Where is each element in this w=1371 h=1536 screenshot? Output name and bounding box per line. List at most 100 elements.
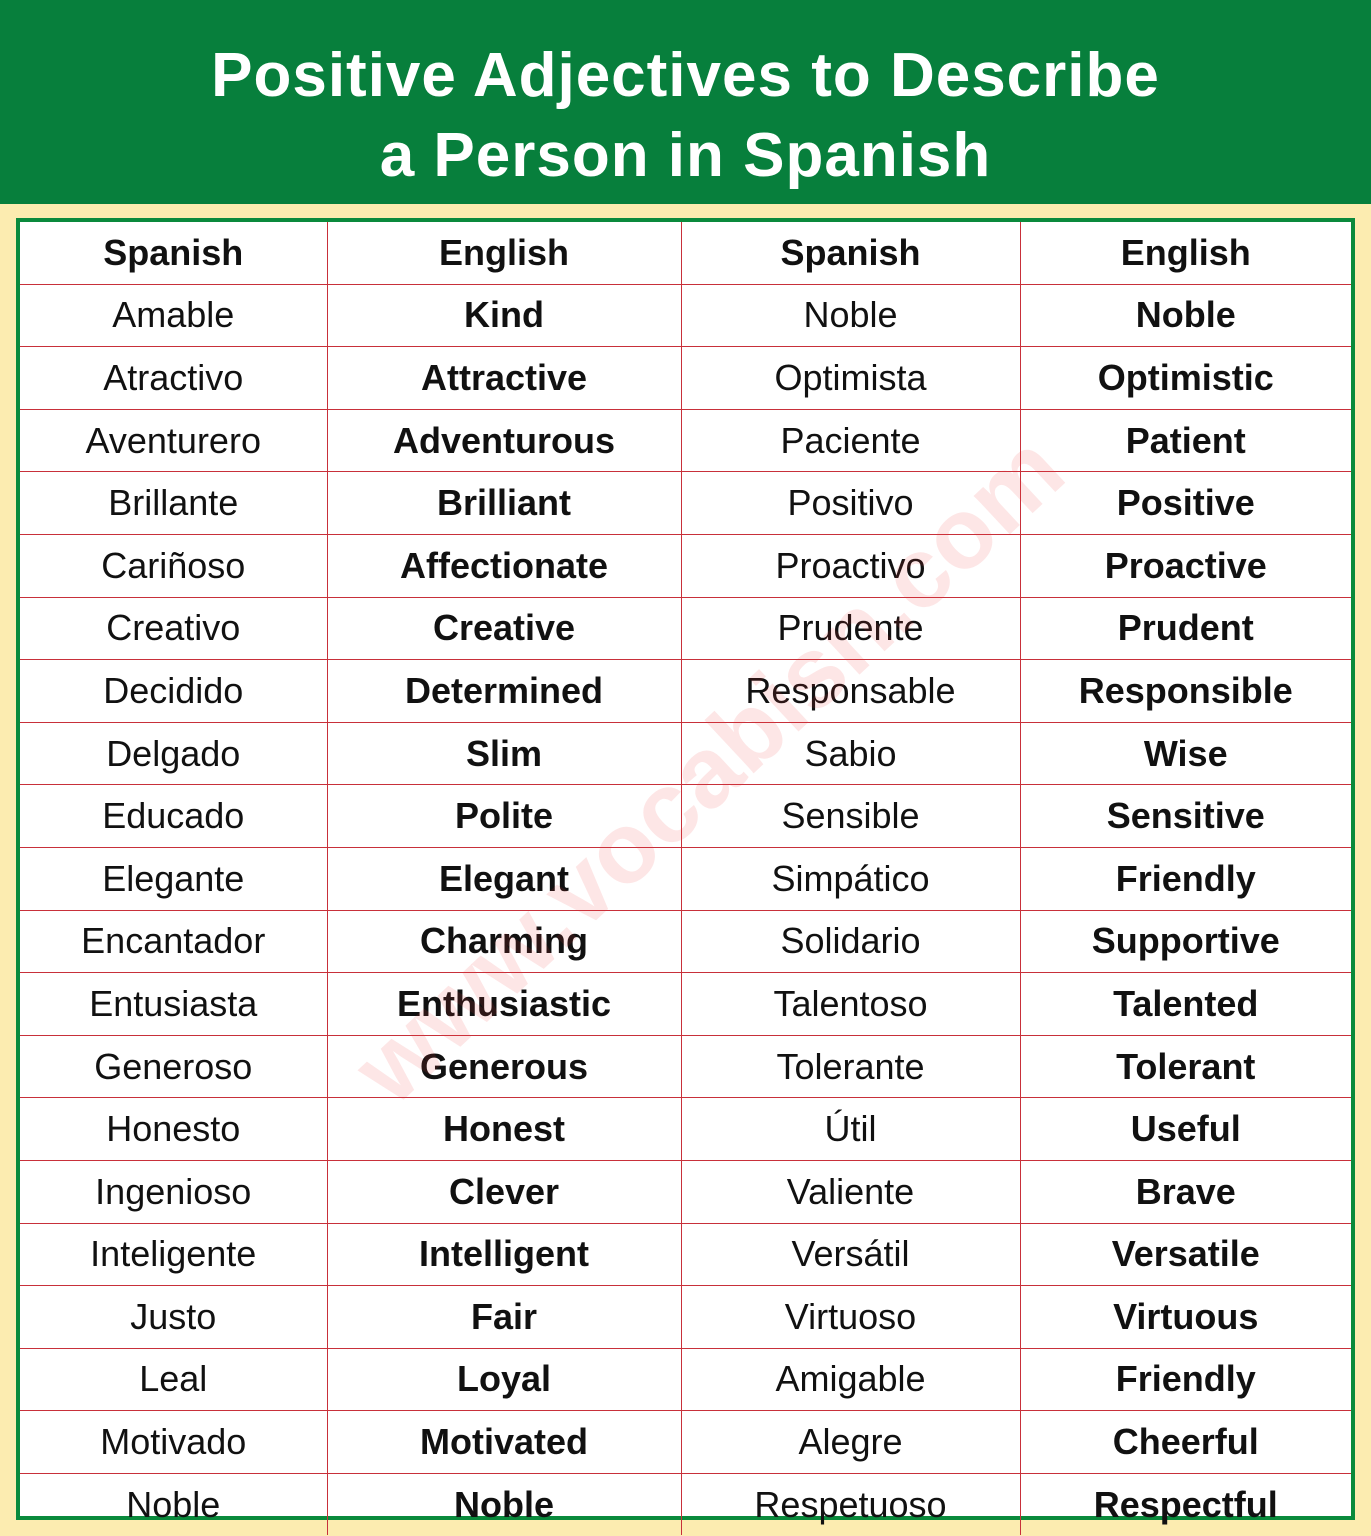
spanish-cell: Versátil xyxy=(680,1222,1021,1287)
spanish-cell: Leal xyxy=(20,1347,328,1412)
spanish-cell: Honesto xyxy=(20,1097,328,1161)
vocabulary-table: Spanish English Spanish English Amable Ki… xyxy=(20,222,1351,1536)
english-cell: Responsible xyxy=(1019,659,1351,723)
spanish-cell: Responsable xyxy=(680,659,1021,723)
english-cell: Wise xyxy=(1019,721,1351,786)
english-cell: Friendly xyxy=(1019,846,1351,911)
spanish-cell: Delgado xyxy=(20,721,328,786)
spanish-cell: Cariñoso xyxy=(20,533,328,598)
spanish-cell: Generoso xyxy=(20,1034,328,1099)
english-cell: Versatile xyxy=(1019,1222,1351,1287)
column-header: English xyxy=(326,222,682,285)
spanish-cell: Paciente xyxy=(680,408,1021,473)
table-row: Entusiasta Enthusiastic Talentoso Talented xyxy=(20,972,1351,1036)
english-cell: Generous xyxy=(326,1034,682,1099)
english-cell: Adventurous xyxy=(326,408,682,473)
spanish-cell: Prudente xyxy=(680,596,1021,661)
spanish-cell: Sabio xyxy=(680,721,1021,786)
english-cell: Cheerful xyxy=(1019,1410,1351,1474)
spanish-cell: Ingenioso xyxy=(20,1159,328,1224)
english-cell: Attractive xyxy=(326,346,682,410)
table-row: Decidido Determined Responsable Responsible xyxy=(20,659,1351,723)
english-cell: Noble xyxy=(1019,283,1351,348)
spanish-cell: Decidido xyxy=(20,659,328,723)
table-row: Aventurero Adventurous Paciente Patient xyxy=(20,408,1351,473)
spanish-cell: Justo xyxy=(20,1285,328,1349)
table-row: Amable Kind Noble Noble xyxy=(20,283,1351,348)
spanish-cell: Aventurero xyxy=(20,408,328,473)
spanish-cell: Virtuoso xyxy=(680,1285,1021,1349)
table-row: Elegante Elegant Simpático Friendly xyxy=(20,846,1351,911)
table-row: Encantador Charming Solidario Supportive xyxy=(20,909,1351,974)
spanish-cell: Noble xyxy=(680,283,1021,348)
english-cell: Honest xyxy=(326,1097,682,1161)
english-cell: Charming xyxy=(326,909,682,974)
vocabulary-table-container: Spanish English Spanish English Amable Ki… xyxy=(16,218,1355,1536)
table-row: Leal Loyal Amigable Friendly xyxy=(20,1347,1351,1412)
spanish-cell: Alegre xyxy=(680,1410,1021,1474)
table-row: Inteligente Intelligent Versátil Versatile xyxy=(20,1222,1351,1287)
english-cell: Loyal xyxy=(326,1347,682,1412)
english-cell: Intelligent xyxy=(326,1222,682,1287)
english-cell: Positive xyxy=(1019,471,1351,535)
english-cell: Brilliant xyxy=(326,471,682,535)
table-row: Brillante Brilliant Positivo Positive xyxy=(20,471,1351,535)
english-cell: Prudent xyxy=(1019,596,1351,661)
spanish-cell: Educado xyxy=(20,784,328,848)
english-cell: Patient xyxy=(1019,408,1351,473)
spanish-cell: Entusiasta xyxy=(20,972,328,1036)
english-cell: Determined xyxy=(326,659,682,723)
table-row: Atractivo Attractive Optimista Optimistic xyxy=(20,346,1351,410)
table-row: Educado Polite Sensible Sensitive xyxy=(20,784,1351,848)
english-cell: Kind xyxy=(326,283,682,348)
column-header: English xyxy=(1019,222,1351,285)
spanish-cell: Creativo xyxy=(20,596,328,661)
spanish-cell: Solidario xyxy=(680,909,1021,974)
english-cell: Tolerant xyxy=(1019,1034,1351,1099)
table-row: Honesto Honest Útil Useful xyxy=(20,1097,1351,1161)
spanish-cell: Sensible xyxy=(680,784,1021,848)
table-row: Cariñoso Affectionate Proactivo Proactive xyxy=(20,533,1351,598)
table-header-row: Spanish English Spanish English xyxy=(20,222,1351,285)
column-header: Spanish xyxy=(680,222,1021,285)
title-banner: Positive Adjectives to Describe a Person… xyxy=(0,0,1371,204)
spanish-cell: Amable xyxy=(20,283,328,348)
spanish-cell: Motivado xyxy=(20,1410,328,1474)
english-cell: Motivated xyxy=(326,1410,682,1474)
english-cell: Useful xyxy=(1019,1097,1351,1161)
spanish-cell: Atractivo xyxy=(20,346,328,410)
english-cell: Polite xyxy=(326,784,682,848)
english-cell: Creative xyxy=(326,596,682,661)
table-row: Delgado Slim Sabio Wise xyxy=(20,721,1351,786)
english-cell: Respectful xyxy=(1019,1472,1351,1536)
spanish-cell: Noble xyxy=(20,1472,328,1536)
table-row: Ingenioso Clever Valiente Brave xyxy=(20,1159,1351,1224)
spanish-cell: Tolerante xyxy=(680,1034,1021,1099)
english-cell: Fair xyxy=(326,1285,682,1349)
spanish-cell: Simpático xyxy=(680,846,1021,911)
column-header: Spanish xyxy=(20,222,328,285)
english-cell: Affectionate xyxy=(326,533,682,598)
spanish-cell: Respetuoso xyxy=(680,1472,1021,1536)
english-cell: Supportive xyxy=(1019,909,1351,974)
table-row: Generoso Generous Tolerante Tolerant xyxy=(20,1034,1351,1099)
table-row: Motivado Motivated Alegre Cheerful xyxy=(20,1410,1351,1474)
spanish-cell: Amigable xyxy=(680,1347,1021,1412)
english-cell: Noble xyxy=(326,1472,682,1536)
english-cell: Talented xyxy=(1019,972,1351,1036)
spanish-cell: Positivo xyxy=(680,471,1021,535)
english-cell: Elegant xyxy=(326,846,682,911)
table-row: Justo Fair Virtuoso Virtuous xyxy=(20,1285,1351,1349)
table-row: Noble Noble Respetuoso Respectful xyxy=(20,1472,1351,1536)
spanish-cell: Talentoso xyxy=(680,972,1021,1036)
spanish-cell: Elegante xyxy=(20,846,328,911)
english-cell: Virtuous xyxy=(1019,1285,1351,1349)
spanish-cell: Útil xyxy=(680,1097,1021,1161)
english-cell: Enthusiastic xyxy=(326,972,682,1036)
english-cell: Slim xyxy=(326,721,682,786)
english-cell: Sensitive xyxy=(1019,784,1351,848)
english-cell: Friendly xyxy=(1019,1347,1351,1412)
english-cell: Brave xyxy=(1019,1159,1351,1224)
spanish-cell: Inteligente xyxy=(20,1222,328,1287)
title-line-1: Positive Adjectives to Describe xyxy=(211,41,1160,110)
